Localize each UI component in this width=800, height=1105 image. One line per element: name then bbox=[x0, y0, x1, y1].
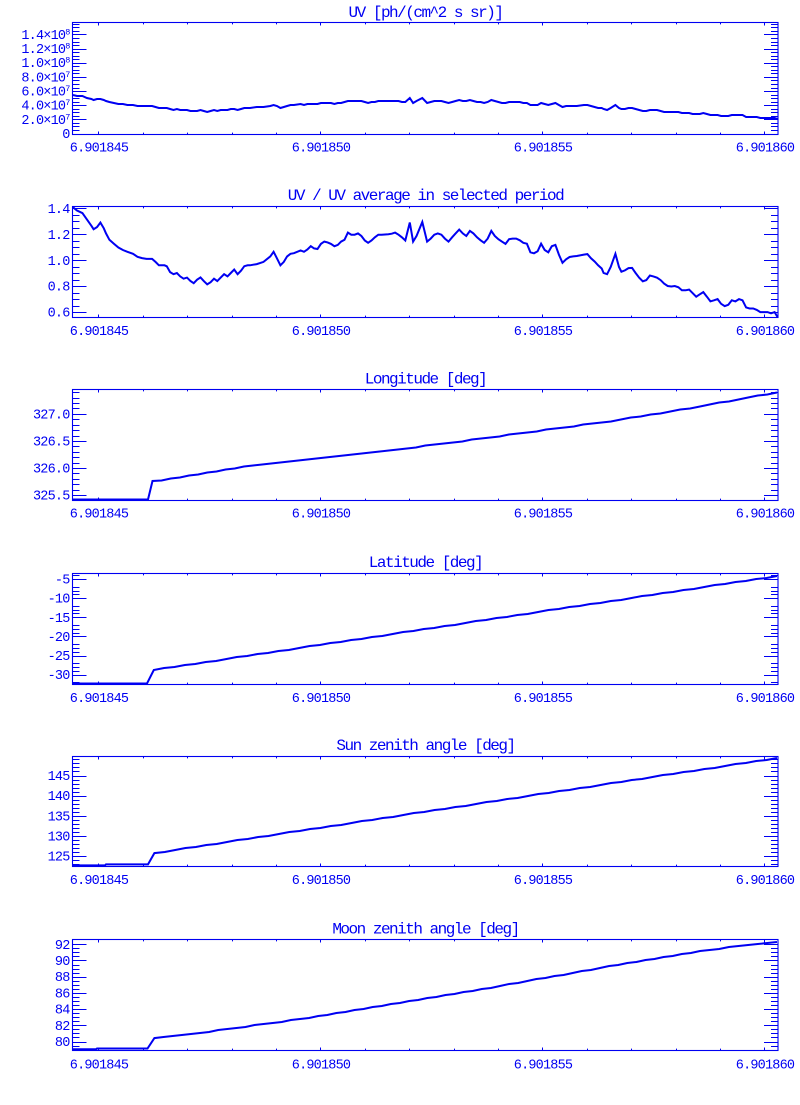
svg-text:92: 92 bbox=[55, 939, 70, 954]
svg-text:4.0×107: 4.0×107 bbox=[21, 98, 70, 115]
svg-text:6.901855: 6.901855 bbox=[514, 1058, 573, 1073]
svg-text:6.901855: 6.901855 bbox=[514, 141, 573, 156]
svg-text:6.901850: 6.901850 bbox=[292, 874, 351, 889]
svg-text:6.901845: 6.901845 bbox=[70, 692, 129, 707]
svg-text:326.0: 326.0 bbox=[33, 463, 70, 478]
svg-text:326.5: 326.5 bbox=[33, 436, 70, 451]
svg-text:6.901860: 6.901860 bbox=[736, 325, 795, 340]
svg-text:-30: -30 bbox=[48, 669, 71, 684]
svg-text:1.4: 1.4 bbox=[48, 203, 71, 218]
svg-text:1.2: 1.2 bbox=[48, 229, 71, 244]
svg-text:86: 86 bbox=[55, 987, 70, 1002]
svg-text:140: 140 bbox=[48, 790, 71, 805]
svg-text:6.901860: 6.901860 bbox=[736, 507, 795, 522]
svg-text:84: 84 bbox=[55, 1004, 70, 1019]
svg-text:6.901845: 6.901845 bbox=[70, 325, 129, 340]
svg-text:6.901845: 6.901845 bbox=[70, 874, 129, 889]
svg-text:125: 125 bbox=[48, 851, 71, 866]
svg-text:6.901850: 6.901850 bbox=[292, 1058, 351, 1073]
svg-text:-25: -25 bbox=[48, 650, 71, 665]
svg-text:Sun zenith angle [deg]: Sun zenith angle [deg] bbox=[336, 737, 514, 755]
svg-text:Moon zenith angle [deg]: Moon zenith angle [deg] bbox=[332, 921, 518, 939]
svg-text:6.901850: 6.901850 bbox=[292, 692, 351, 707]
svg-text:-20: -20 bbox=[48, 631, 71, 646]
svg-text:UV / UV average in selected pe: UV / UV average in selected period bbox=[288, 187, 564, 205]
svg-text:6.901860: 6.901860 bbox=[736, 141, 795, 156]
svg-text:6.901845: 6.901845 bbox=[70, 507, 129, 522]
svg-text:6.901855: 6.901855 bbox=[514, 874, 573, 889]
svg-text:-5: -5 bbox=[55, 574, 70, 589]
svg-text:-15: -15 bbox=[48, 612, 71, 627]
svg-text:1.0: 1.0 bbox=[48, 255, 71, 270]
svg-text:0.6: 0.6 bbox=[48, 307, 71, 322]
svg-text:0.8: 0.8 bbox=[48, 281, 71, 296]
svg-text:Longitude [deg]: Longitude [deg] bbox=[365, 371, 487, 389]
svg-text:325.5: 325.5 bbox=[33, 490, 70, 505]
svg-text:88: 88 bbox=[55, 971, 70, 986]
svg-text:130: 130 bbox=[48, 831, 71, 846]
svg-text:6.901855: 6.901855 bbox=[514, 325, 573, 340]
svg-text:1.0×108: 1.0×108 bbox=[21, 56, 70, 73]
svg-text:80: 80 bbox=[55, 1036, 70, 1051]
svg-text:UV [ph/(cm^2 s sr)]: UV [ph/(cm^2 s sr)] bbox=[349, 4, 503, 22]
svg-text:1.4×108: 1.4×108 bbox=[21, 28, 70, 45]
svg-text:6.0×107: 6.0×107 bbox=[21, 84, 70, 101]
svg-text:82: 82 bbox=[55, 1020, 70, 1035]
svg-text:6.901855: 6.901855 bbox=[514, 692, 573, 707]
svg-text:6.901850: 6.901850 bbox=[292, 141, 351, 156]
svg-text:6.901860: 6.901860 bbox=[736, 874, 795, 889]
svg-text:135: 135 bbox=[48, 810, 71, 825]
svg-text:1.2×108: 1.2×108 bbox=[21, 42, 70, 59]
svg-text:327.0: 327.0 bbox=[33, 408, 70, 423]
svg-text:0: 0 bbox=[62, 128, 70, 143]
svg-text:6.901860: 6.901860 bbox=[736, 1058, 795, 1073]
svg-text:2.0×107: 2.0×107 bbox=[21, 112, 70, 129]
svg-text:6.901845: 6.901845 bbox=[70, 1058, 129, 1073]
svg-text:6.901860: 6.901860 bbox=[736, 692, 795, 707]
svg-text:6.901855: 6.901855 bbox=[514, 507, 573, 522]
svg-text:6.901850: 6.901850 bbox=[292, 507, 351, 522]
svg-text:6.901850: 6.901850 bbox=[292, 325, 351, 340]
svg-text:90: 90 bbox=[55, 955, 70, 970]
svg-text:Latitude [deg]: Latitude [deg] bbox=[369, 554, 482, 572]
svg-text:-10: -10 bbox=[48, 593, 71, 608]
svg-text:6.901845: 6.901845 bbox=[70, 141, 129, 156]
svg-text:8.0×107: 8.0×107 bbox=[21, 70, 70, 87]
svg-text:145: 145 bbox=[48, 770, 71, 785]
